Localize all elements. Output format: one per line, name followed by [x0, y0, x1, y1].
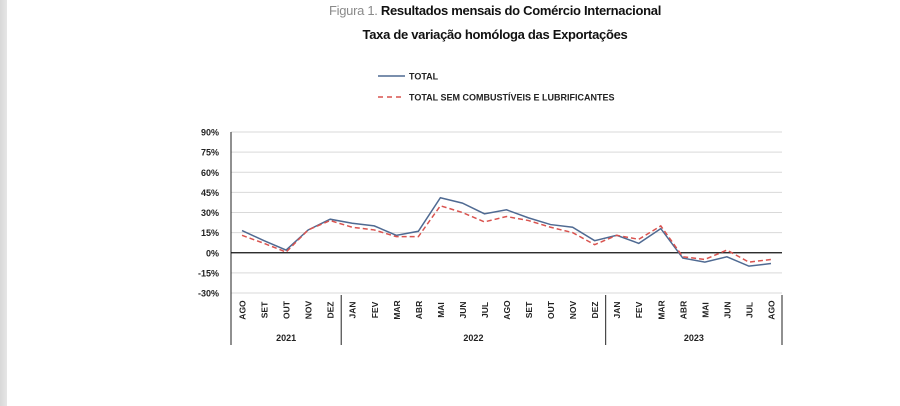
- x-tick-label: AGO: [766, 300, 776, 320]
- x-tick-label: JUN: [722, 301, 732, 318]
- x-tick-label: OUT: [282, 300, 292, 319]
- legend-label: TOTAL SEM COMBUSTÍVEIS E LUBRIFICANTES: [409, 93, 615, 103]
- x-tick-label: SET: [524, 301, 534, 318]
- x-tick-label: JAN: [612, 301, 622, 318]
- y-tick-label: 30%: [201, 208, 219, 218]
- legend-label: TOTAL: [409, 72, 439, 82]
- y-tick-label: 0%: [206, 248, 219, 258]
- x-tick-label: AGO: [502, 300, 512, 320]
- x-tick-label: MAI: [436, 302, 446, 318]
- title-text: Resultados mensais do Comércio Internaci…: [380, 3, 662, 18]
- chart-title: Figura 1. Resultados mensais do Comércio…: [0, 3, 900, 18]
- viewer-left-edge: [0, 0, 7, 406]
- x-tick-label: FEV: [370, 301, 380, 318]
- x-tick-label: DEZ: [326, 302, 336, 319]
- x-tick-label: AGO: [238, 300, 248, 320]
- x-tick-label: DEZ: [590, 302, 600, 319]
- x-tick-label: JAN: [348, 301, 358, 318]
- x-tick-label: JUL: [744, 302, 754, 318]
- x-tick-label: MAI: [700, 302, 710, 318]
- year-label: 2023: [684, 333, 704, 343]
- series-line-total-sem-combustiveis: [241, 204, 772, 263]
- x-tick-label: NOV: [304, 300, 314, 319]
- x-tick-label: ABR: [414, 301, 424, 319]
- x-tick-label: JUN: [458, 301, 468, 318]
- y-tick-label: 45%: [201, 188, 219, 198]
- x-tick-label: NOV: [568, 300, 578, 319]
- x-tick-label: MAR: [392, 300, 402, 319]
- y-tick-label: 60%: [201, 168, 219, 178]
- y-tick-label: 75%: [201, 148, 219, 158]
- x-tick-label: MAR: [656, 300, 666, 319]
- y-tick-label: 15%: [201, 228, 219, 238]
- x-tick-label: JUL: [480, 302, 490, 318]
- figure-label: Figura 1.: [328, 3, 378, 18]
- series-line-total: [241, 196, 772, 267]
- year-label: 2021: [276, 333, 296, 343]
- chart-subtitle: Taxa de variação homóloga das Exportaçõe…: [362, 27, 628, 42]
- y-tick-label: -15%: [198, 268, 219, 278]
- year-label: 2022: [463, 333, 483, 343]
- x-tick-label: FEV: [634, 301, 644, 318]
- x-tick-label: ABR: [678, 301, 688, 319]
- x-tick-label: OUT: [546, 300, 556, 319]
- y-tick-label: 90%: [201, 128, 219, 138]
- x-tick-label: SET: [260, 301, 270, 318]
- y-tick-label: -30%: [198, 289, 219, 299]
